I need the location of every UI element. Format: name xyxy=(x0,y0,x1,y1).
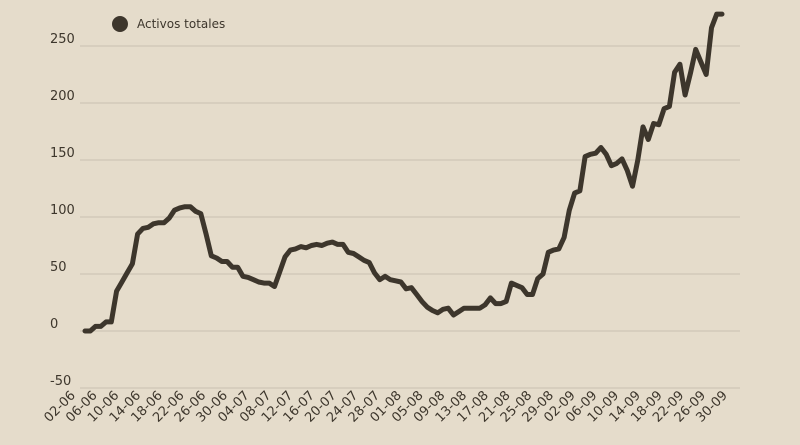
y-tick-label: -50 xyxy=(50,374,71,389)
y-axis-ticks: -50 0 50 100 150 200 250 xyxy=(50,32,75,389)
y-tick-label: 0 xyxy=(50,317,58,332)
legend-marker xyxy=(112,16,128,32)
gridlines xyxy=(80,45,740,389)
y-tick-label: 200 xyxy=(50,89,75,104)
y-tick-label: 50 xyxy=(50,260,67,275)
y-tick-label: 100 xyxy=(50,203,75,218)
series-line-activos-totales xyxy=(82,11,725,334)
legend: Activos totales xyxy=(112,16,225,32)
legend-label: Activos totales xyxy=(137,17,226,31)
y-tick-label: 250 xyxy=(50,32,75,47)
x-axis-ticks: 02-0606-0610-0614-0618-0622-0626-0630-06… xyxy=(42,388,731,425)
y-tick-label: 150 xyxy=(50,146,75,161)
